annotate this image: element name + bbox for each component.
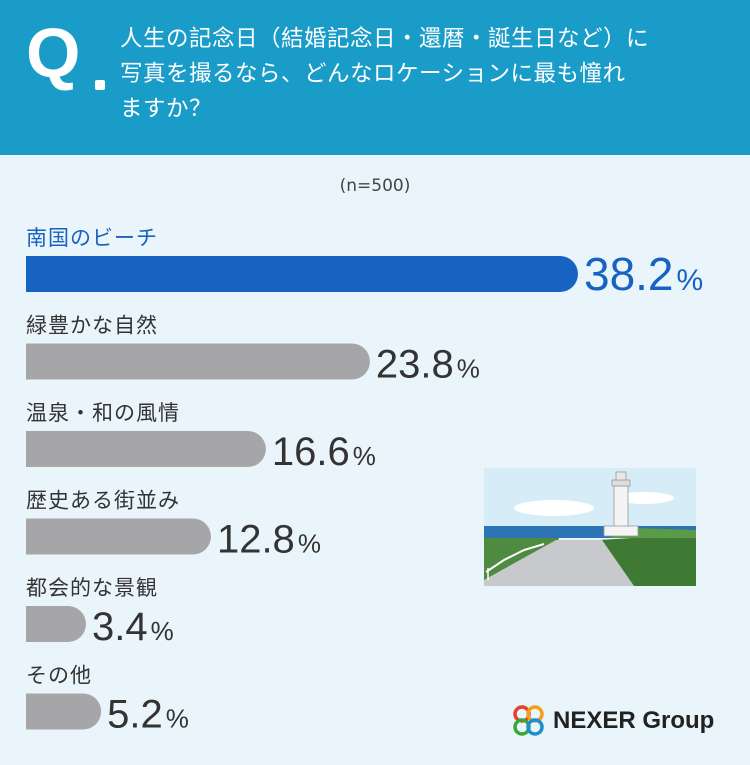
brand-name: NEXER Group [553, 707, 715, 734]
question-line: ますか？ [120, 96, 213, 122]
bar-left-edge [26, 343, 62, 380]
value-label: 5.2% [107, 693, 189, 737]
question-header: Q 人生の記念日（結婚記念日・還暦・誕生日など）に 写真を撮るなら、どんなロケー… [0, 0, 750, 155]
bar [26, 343, 370, 380]
sample-size: (n=500) [339, 176, 411, 196]
category-label: 歴史ある街並み [26, 489, 180, 513]
value-label: 23.8% [376, 343, 480, 387]
question-line: 人生の記念日（結婚記念日・還暦・誕生日など）に [120, 26, 650, 52]
nexer-logo [513, 705, 544, 736]
bar-left-edge [26, 693, 62, 730]
bar [26, 518, 211, 555]
bar [26, 256, 578, 292]
q-dot-icon [95, 80, 105, 90]
lighthouse-coast-illustration-icon [484, 468, 696, 586]
value-label: 16.6% [272, 430, 376, 474]
bar-left-edge [26, 256, 62, 292]
bar-left-edge [26, 518, 62, 555]
value-label: 3.4% [92, 605, 174, 649]
category-label: 都会的な景観 [26, 576, 158, 600]
value-label: 38.2% [584, 248, 703, 300]
bar-left-edge [26, 606, 62, 642]
bar-left-edge [26, 431, 62, 467]
question-mark-label: Q [26, 14, 81, 92]
category-label: その他 [26, 664, 92, 688]
question-text: 人生の記念日（結婚記念日・還暦・誕生日など）に 写真を撮るなら、どんなロケーショ… [120, 22, 720, 127]
category-label: 南国のビーチ [26, 226, 158, 250]
question-line: 写真を撮るなら、どんなロケーションに最も憧れ [120, 61, 626, 87]
value-label: 12.8% [217, 518, 321, 562]
category-label: 温泉・和の風情 [26, 401, 180, 425]
bar [26, 431, 266, 467]
category-label: 緑豊かな自然 [26, 314, 158, 338]
